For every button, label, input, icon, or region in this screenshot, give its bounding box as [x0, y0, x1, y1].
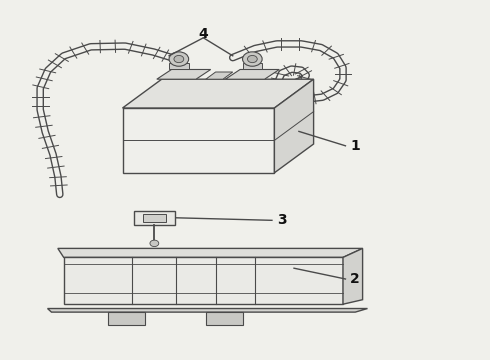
Polygon shape [108, 312, 145, 325]
Polygon shape [157, 69, 211, 79]
Text: 4: 4 [198, 27, 208, 41]
Circle shape [243, 52, 262, 66]
Polygon shape [122, 108, 274, 173]
Text: 3: 3 [277, 213, 287, 227]
Polygon shape [206, 312, 243, 325]
Polygon shape [122, 79, 314, 108]
Circle shape [174, 55, 184, 63]
Circle shape [150, 240, 159, 247]
Circle shape [247, 55, 257, 63]
Text: 1: 1 [350, 139, 360, 153]
Bar [133, 211, 175, 225]
Polygon shape [274, 79, 314, 173]
Polygon shape [206, 72, 233, 79]
Circle shape [169, 52, 189, 66]
Polygon shape [169, 63, 189, 69]
Polygon shape [58, 248, 363, 257]
Polygon shape [243, 63, 262, 69]
Polygon shape [48, 309, 368, 312]
Text: 2: 2 [350, 272, 360, 286]
Polygon shape [225, 69, 279, 79]
Polygon shape [343, 248, 363, 304]
Bar [143, 214, 166, 222]
Polygon shape [64, 257, 343, 304]
